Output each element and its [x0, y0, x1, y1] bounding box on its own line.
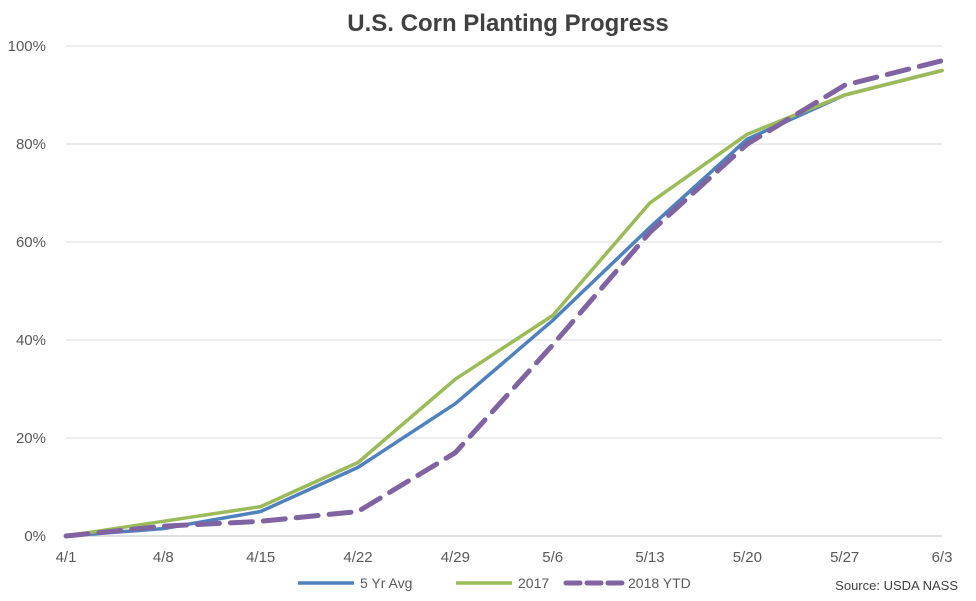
x-tick-label: 4/15 — [246, 549, 275, 566]
series-line-2018-ytd — [63, 58, 945, 539]
x-tick-label: 4/8 — [153, 549, 174, 566]
x-tick-label: 5/20 — [733, 549, 762, 566]
x-tick-label: 6/3 — [932, 549, 953, 566]
legend-item: 2018 YTD — [563, 575, 691, 591]
legend-item: 2017 — [456, 575, 549, 591]
legend-label: 2017 — [518, 575, 549, 591]
series-lines — [63, 58, 945, 539]
series-line-5-yr-avg — [64, 68, 944, 538]
x-tick-label: 5/6 — [542, 549, 563, 566]
legend-label: 2018 YTD — [628, 575, 691, 591]
series-line-2017 — [64, 68, 944, 538]
source-note: Source: USDA NASS — [835, 578, 958, 593]
x-tick-label: 4/1 — [56, 549, 77, 566]
legend-item: 5 Yr Avg — [298, 575, 412, 591]
y-tick-label: 0% — [24, 528, 46, 545]
gridlines — [66, 45, 942, 537]
chart-title: U.S. Corn Planting Progress — [347, 10, 668, 37]
x-tick-label: 5/13 — [635, 549, 664, 566]
legend-label: 5 Yr Avg — [360, 575, 412, 591]
y-tick-label: 100% — [8, 38, 46, 55]
x-axis-tick-labels: 4/1 4/8 4/15 4/22 4/29 5/6 5/13 5/20 5/27 6/3 — [56, 549, 953, 566]
y-tick-label: 80% — [16, 136, 46, 153]
y-tick-label: 40% — [16, 332, 46, 349]
y-tick-label: 20% — [16, 430, 46, 447]
x-tick-label: 4/22 — [343, 549, 372, 566]
y-tick-label: 60% — [16, 234, 46, 251]
x-tick-label: 4/29 — [441, 549, 470, 566]
x-tick-label: 5/27 — [830, 549, 859, 566]
legend: 5 Yr Avg 2017 2018 YTD — [298, 575, 691, 591]
y-axis-tick-labels: 0% 20% 40% 60% 80% 100% — [8, 38, 46, 545]
